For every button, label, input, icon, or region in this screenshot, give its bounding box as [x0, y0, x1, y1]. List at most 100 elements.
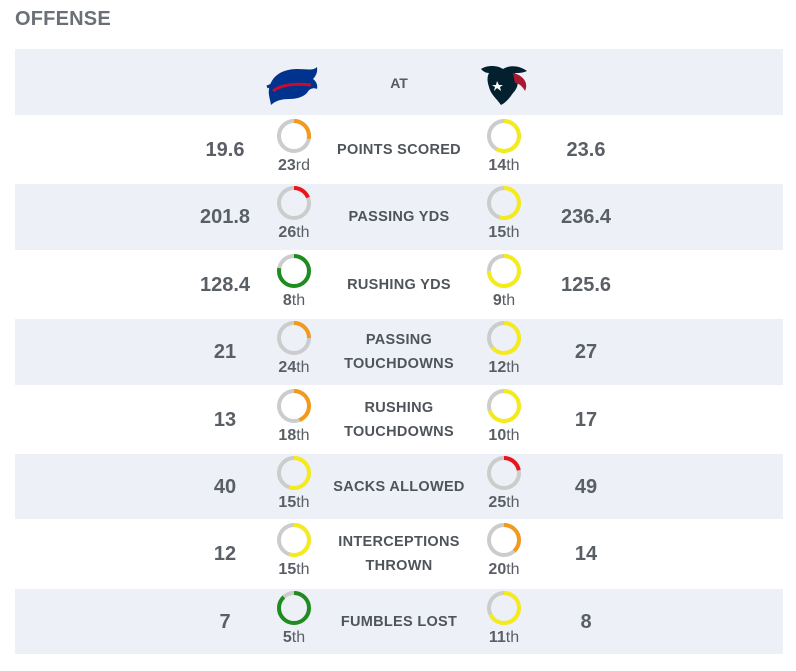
rank-number: 20 [488, 561, 507, 579]
stat-label-line: PASSING YDS [348, 209, 450, 226]
rank-suffix: th [296, 426, 310, 444]
away-rank: 8th [269, 292, 319, 310]
stat-row: 21 24th 27 12th PASSING TOUCHDOWNS [15, 319, 783, 387]
offense-comparison-table: AT 19.6 23rd 23.6 14th POINTS SCORED 201.8 26t… [15, 49, 783, 657]
home-rank-ring [487, 321, 521, 356]
stat-row: 12 15th 14 20th INTERCEPTIONS THROWN [15, 521, 783, 589]
rank-number: 23 [277, 157, 296, 174]
home-rank: 12th [479, 359, 529, 377]
ring-fill [277, 321, 311, 356]
home-rank-ring [487, 253, 521, 288]
away-stat-value: 21 [213, 341, 237, 364]
stat-label: POINTS SCORED [319, 138, 479, 162]
home-stat-value: 49 [574, 475, 598, 498]
rank-suffix: th [296, 561, 310, 579]
stat-row: 40 15th 49 25th SACKS ALLOWED [15, 453, 783, 522]
ring-fill [487, 119, 521, 153]
rank-number: 26 [278, 224, 297, 242]
home-rank-ring [487, 455, 521, 490]
rank-suffix: th [291, 628, 306, 646]
rank-number: 18 [278, 426, 297, 444]
rank-number: 15 [278, 561, 297, 579]
rank-suffix: th [506, 426, 520, 444]
ring-fill [277, 455, 311, 490]
rank-number: 15 [278, 493, 297, 511]
away-rank-ring [277, 321, 311, 356]
ring-fill [277, 388, 311, 423]
rank-number: 12 [488, 359, 507, 377]
away-stat-value: 19.6 [205, 139, 245, 161]
ring-fill [487, 388, 521, 423]
home-rank: 10th [479, 427, 529, 445]
away-stat-value: 201.8 [199, 206, 251, 229]
home-stat-value: 27 [574, 341, 598, 364]
rank-suffix: th [505, 628, 520, 646]
ring-fill [487, 186, 521, 221]
rank-number: 14 [488, 157, 507, 174]
rank-suffix: th [506, 224, 520, 242]
stat-label: INTERCEPTIONS THROWN [319, 530, 479, 578]
away-rank-ring [277, 523, 311, 558]
rank-suffix: th [506, 359, 520, 377]
stat-label-line: RUSHING [364, 399, 434, 416]
teams-header-row: AT [15, 49, 783, 117]
buffalo-icon[interactable] [263, 59, 325, 109]
home-stat-value: 23.6 [566, 139, 606, 161]
stat-label-line: POINTS SCORED [337, 142, 461, 158]
home-stat-value: 8 [580, 610, 592, 633]
rank-suffix: th [506, 157, 520, 174]
home-rank-ring [487, 523, 521, 558]
home-rank-ring [487, 590, 521, 625]
away-rank: 5th [269, 629, 319, 647]
rank-number: 11 [488, 628, 506, 646]
home-stat-value: 125.6 [560, 273, 612, 296]
stat-label-line: INTERCEPTIONS [338, 534, 460, 551]
away-rank-ring [277, 186, 311, 221]
away-rank: 26th [269, 224, 319, 242]
rank-number: 8 [282, 291, 292, 309]
home-rank: 15th [479, 224, 529, 242]
bull-head-icon[interactable] [473, 59, 535, 109]
section-title: OFFENSE [15, 8, 111, 30]
away-rank: 15th [269, 494, 319, 512]
home-rank: 11th [479, 629, 529, 647]
ring-fill [487, 253, 521, 288]
stat-label-line: THROWN [365, 558, 433, 575]
stat-label-line: SACKS ALLOWED [333, 478, 465, 495]
rank-number: 9 [492, 291, 502, 309]
stat-label: PASSING TOUCHDOWNS [319, 328, 479, 376]
ring-fill [487, 455, 521, 490]
stat-label: PASSING YDS [319, 205, 479, 229]
away-stat-value: 128.4 [199, 273, 251, 296]
ring-fill [277, 119, 311, 153]
away-rank: 24th [269, 359, 319, 377]
ring-fill [487, 590, 521, 625]
stat-row: 7 5th 8 11th FUMBLES LOST [15, 588, 783, 657]
away-rank-ring [277, 590, 311, 625]
stat-label: RUSHING TOUCHDOWNS [319, 396, 479, 444]
stat-label: FUMBLES LOST [319, 610, 479, 634]
stat-row: 128.4 8th 125.6 9th RUSHING YDS [15, 251, 783, 320]
stat-row: 201.8 26th 236.4 15th PASSING YDS [15, 184, 783, 252]
away-stat-value: 13 [213, 408, 237, 431]
home-stat-value: 236.4 [560, 206, 612, 229]
rank-number: 24 [278, 359, 297, 377]
ring-fill [487, 321, 521, 356]
rank-suffix: th [501, 291, 516, 309]
home-stat-value: 17 [574, 408, 598, 431]
away-rank: 18th [269, 427, 319, 445]
rank-suffix: th [506, 493, 520, 511]
rank-suffix: th [296, 224, 310, 242]
away-rank-ring [277, 119, 311, 153]
home-rank-ring [487, 119, 521, 153]
away-rank-ring [277, 455, 311, 490]
home-rank: 25th [479, 494, 529, 512]
rank-suffix: th [291, 291, 306, 309]
stat-label-line: RUSHING YDS [347, 276, 451, 293]
home-rank: 14th [479, 157, 529, 175]
away-rank: 15th [269, 561, 319, 579]
rank-number: 25 [488, 493, 507, 511]
stat-label-line: TOUCHDOWNS [344, 423, 454, 440]
home-rank: 20th [479, 561, 529, 579]
away-rank-ring [277, 388, 311, 423]
